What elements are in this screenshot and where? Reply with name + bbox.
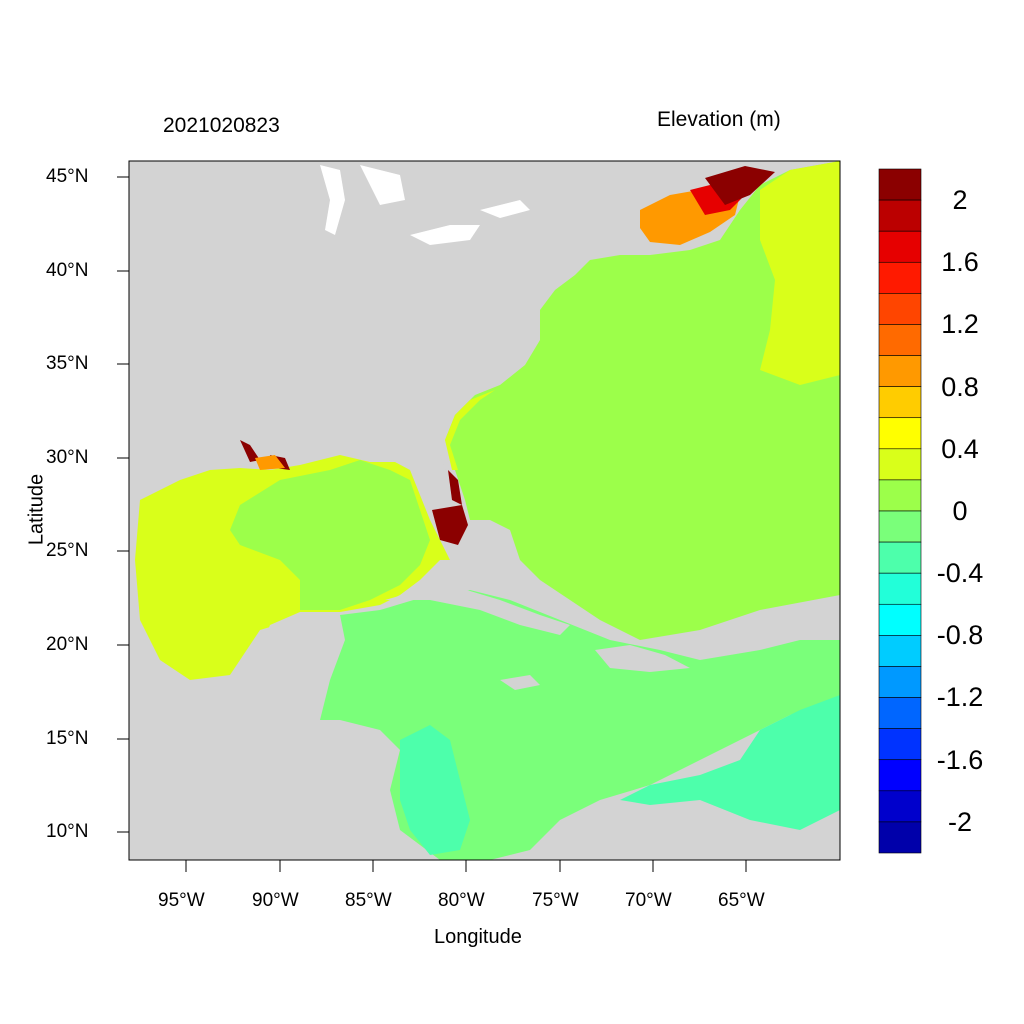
louisiana-orange <box>255 455 285 470</box>
colorbar-label: 1.6 <box>941 247 979 277</box>
x-tick-label: 70°W <box>625 890 672 911</box>
colorbar-swatch <box>878 261 922 294</box>
colorbar-swatch <box>878 230 922 263</box>
se-caribbean-zone <box>620 695 840 830</box>
hispaniola-island <box>595 645 690 672</box>
colorbar-swatch <box>878 479 922 512</box>
cuba-island <box>385 588 570 635</box>
colorbar-label: 2 <box>952 185 968 215</box>
x-tick-label: 75°W <box>532 890 579 911</box>
colorbar-swatch <box>878 355 922 387</box>
x-tick-marks <box>185 860 747 872</box>
colorbar-swatch <box>878 635 922 667</box>
map-area <box>129 161 840 860</box>
colorbar-swatch <box>878 386 922 419</box>
colorbar-swatch <box>878 759 922 792</box>
great-lakes <box>320 165 530 245</box>
colorbar <box>878 168 922 854</box>
gulf-of-maine-surge <box>705 166 775 205</box>
y-tick-marks <box>117 176 129 833</box>
se-coastal-strip <box>445 380 510 470</box>
colorbar-swatch <box>878 510 922 543</box>
colorbar-label: -1.2 <box>936 682 984 712</box>
x-tick-label: 65°W <box>718 890 765 911</box>
ne-shelf-zone <box>760 161 840 385</box>
colorbar-label: 0 <box>952 496 968 526</box>
colorbar-swatch <box>878 199 922 232</box>
colorbar-swatch <box>878 728 922 761</box>
colorbar-label: -2 <box>947 807 972 837</box>
south-florida-surge <box>432 505 468 545</box>
atlantic-ocean <box>445 161 840 640</box>
colorbar-swatch <box>878 541 922 574</box>
colorbar-label: -0.8 <box>936 620 984 650</box>
colorbar-label: 1.2 <box>941 309 979 339</box>
colorbar-swatch <box>878 417 922 450</box>
central-gulf <box>230 460 430 610</box>
y-tick-label: 15°N <box>46 728 89 749</box>
colorbar-swatch <box>878 790 922 823</box>
x-tick-label: 95°W <box>158 890 205 911</box>
colorbar-swatch <box>878 572 922 605</box>
colorbar-swatch <box>878 448 922 481</box>
y-tick-label: 20°N <box>46 634 89 655</box>
yucatan-peninsula <box>220 615 345 720</box>
colorbar-swatch <box>878 697 922 729</box>
colorbar-swatch <box>878 324 922 356</box>
plot-border <box>128 160 841 861</box>
variable-label: Elevation (m) <box>657 108 781 131</box>
colorbar-swatch <box>878 666 922 698</box>
y-tick-label: 25°N <box>46 540 89 561</box>
x-tick-label: 90°W <box>252 890 299 911</box>
colorbar-label: 0.4 <box>941 434 979 464</box>
y-axis-title: Latitude <box>25 473 48 546</box>
y-tick-label: 10°N <box>46 821 89 842</box>
y-tick-label: 40°N <box>46 260 89 281</box>
colorbar-swatch <box>878 293 922 325</box>
x-tick-label: 80°W <box>438 890 485 911</box>
colorbar-label: -1.6 <box>936 745 984 775</box>
nicaragua-shelf <box>400 725 470 855</box>
colorbar-label: -0.4 <box>936 558 984 588</box>
colorbar-swatch <box>878 603 922 636</box>
x-axis-title: Longitude <box>434 926 522 948</box>
colorbar-label: 0.8 <box>941 372 979 402</box>
x-tick-label: 85°W <box>345 890 392 911</box>
colorbar-swatch <box>878 168 922 201</box>
y-tick-label: 45°N <box>46 166 89 187</box>
jamaica-island <box>500 675 540 690</box>
y-tick-label: 35°N <box>46 353 89 374</box>
colorbar-swatch <box>878 821 922 854</box>
y-tick-label: 30°N <box>46 447 89 468</box>
florida-coastal-surge <box>448 470 462 505</box>
date-label: 2021020823 <box>163 114 280 137</box>
